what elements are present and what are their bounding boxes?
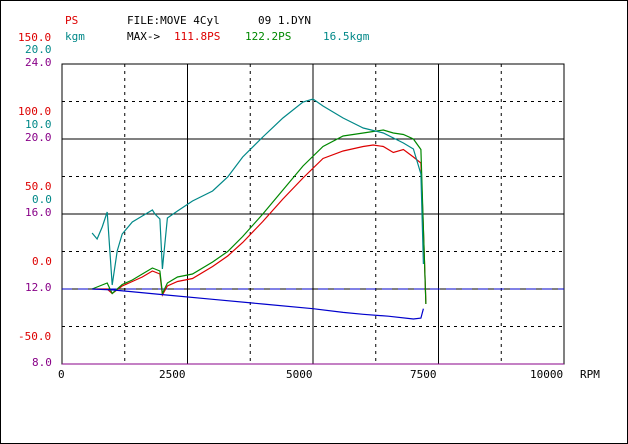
max-ps2-value: 122.2PS	[245, 30, 292, 43]
power-axis-label-1: 100.0	[18, 105, 52, 118]
file-label: FILE:MOVE 4Cyl	[127, 14, 220, 27]
file-tag: 09 1.DYN	[258, 14, 311, 27]
x-tick-label-0: 0	[58, 368, 65, 381]
x-tick-label-4: 10000	[530, 368, 564, 381]
power-curve-red	[92, 144, 427, 305]
power-curve-green	[91, 129, 427, 305]
max-ps-value: 111.8PS	[174, 30, 221, 43]
boost-axis-label-3: 12.0	[25, 281, 52, 294]
torque-axis-label-2: 0.0	[32, 193, 52, 206]
boost-curve	[92, 288, 424, 320]
power-axis-label-3: 0.0	[32, 255, 52, 268]
max-label: MAX->	[127, 30, 161, 43]
max-kgm-value: 16.5kgm	[323, 30, 370, 43]
x-tick-label-3: 7500	[410, 368, 437, 381]
x-axis-title: RPM	[580, 368, 600, 381]
power-axis-label-0: 150.0	[18, 31, 52, 44]
boost-axis-label-2: 16.0	[25, 206, 52, 219]
x-tick-label-1: 2500	[159, 368, 186, 381]
unit-kgm-label: kgm	[65, 30, 85, 43]
torque-curve	[91, 98, 424, 286]
torque-axis-label-0: 20.0	[25, 43, 52, 56]
torque-axis-label-1: 10.0	[25, 118, 52, 131]
power-axis-label-4: -50.0	[18, 330, 52, 343]
boost-axis-label-4: 8.0	[32, 356, 52, 369]
power-axis-label-2: 50.0	[25, 180, 52, 193]
unit-ps-label: PS	[65, 14, 79, 27]
x-tick-label-2: 5000	[286, 368, 313, 381]
boost-axis-label-0: 24.0	[25, 56, 52, 69]
boost-axis-label-1: 20.0	[25, 131, 52, 144]
